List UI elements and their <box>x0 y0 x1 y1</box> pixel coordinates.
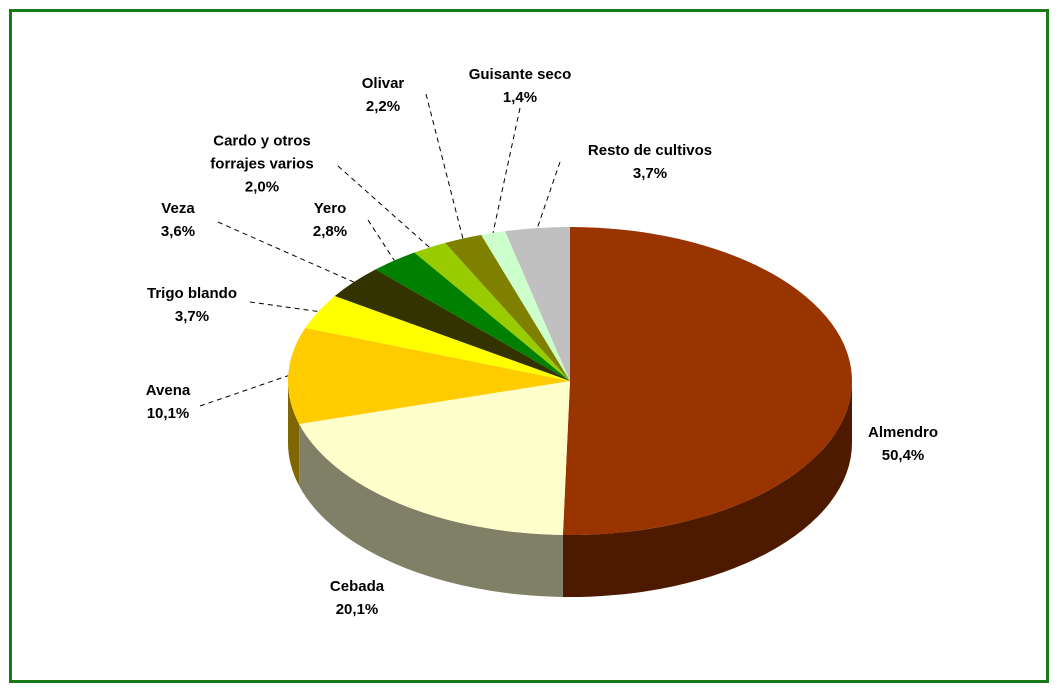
value-label: 2,8% <box>312 223 348 240</box>
slice-label: Avena 10,1% <box>146 379 190 425</box>
slice-label: Resto de cultivos 3,7% <box>588 139 712 185</box>
value-label: 2,2% <box>365 98 401 115</box>
slice-label: Veza 3,6% <box>161 197 195 243</box>
slice-side <box>562 381 852 597</box>
slice-label: Trigo blando 3,7% <box>147 282 237 328</box>
value-label: 3,6% <box>160 223 196 240</box>
category-label: Cebada <box>329 578 385 595</box>
slice <box>334 269 570 381</box>
slice-label: Yero 2,8% <box>313 197 347 243</box>
slice-label: Olivar 2,2% <box>362 72 405 118</box>
category-label: Cardo y otros forrajes varios <box>210 132 314 173</box>
category-label: Resto de cultivos <box>587 142 713 159</box>
slice-label: Cebada 20,1% <box>330 575 384 621</box>
slice-label: Cardo y otros forrajes varios 2,0% <box>197 130 327 199</box>
category-label: Olivar <box>361 75 405 92</box>
leader-line <box>337 165 430 248</box>
leader-line <box>367 219 395 261</box>
value-label: 3,7% <box>174 308 210 325</box>
category-label: Veza <box>161 200 195 217</box>
leader-line <box>536 161 561 229</box>
value-label: 2,0% <box>244 178 280 196</box>
category-label: Guisante seco <box>468 66 572 83</box>
value-label: 10,1% <box>146 405 190 422</box>
category-label: Trigo blando <box>147 285 237 302</box>
chart-frame <box>9 9 1049 683</box>
slice <box>287 327 570 424</box>
category-label: Almendro <box>867 424 939 441</box>
category-label: Avena <box>145 382 191 399</box>
slice <box>299 381 570 535</box>
value-label: 1,4% <box>502 89 538 106</box>
slice-label: Guisante seco 1,4% <box>469 63 572 109</box>
slice <box>414 242 570 381</box>
slice <box>375 252 570 381</box>
leader-line <box>492 107 521 233</box>
slice-label: Almendro 50,4% <box>868 421 938 467</box>
slice <box>445 234 570 381</box>
slice-side <box>299 423 563 597</box>
leader-line <box>425 93 464 239</box>
slice <box>562 227 853 535</box>
leader-line <box>217 221 355 283</box>
slice-side <box>288 381 300 486</box>
leader-line <box>249 301 319 313</box>
slice <box>505 227 570 381</box>
leader-line <box>199 375 289 407</box>
category-label: Yero <box>313 200 347 217</box>
slice <box>305 296 570 381</box>
value-label: 3,7% <box>632 165 668 182</box>
value-label: 20,1% <box>335 601 379 618</box>
value-label: 50,4% <box>881 447 925 464</box>
slice <box>481 231 570 381</box>
